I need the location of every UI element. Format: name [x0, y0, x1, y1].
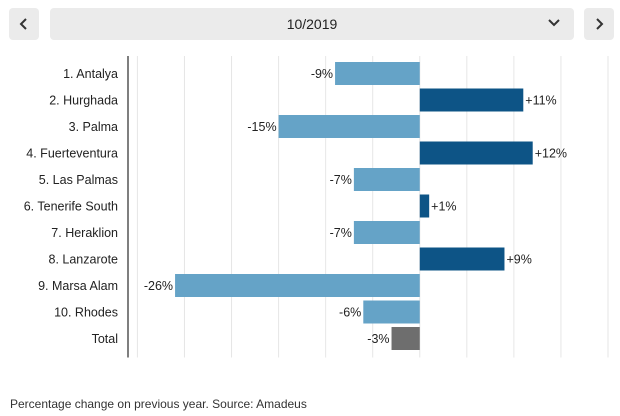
- category-label: 9. Marsa Alam: [38, 279, 118, 293]
- value-label: -15%: [247, 120, 276, 134]
- value-label: -9%: [311, 67, 333, 81]
- value-label: -26%: [144, 279, 173, 293]
- bar: [353, 168, 420, 191]
- value-label: +1%: [431, 200, 456, 214]
- value-label: +9%: [506, 253, 531, 267]
- bar: [175, 274, 420, 297]
- category-label: 7. Heraklion: [51, 226, 118, 240]
- chevron-right-icon: [596, 18, 604, 30]
- value-label: +11%: [525, 94, 556, 108]
- category-label: 10. Rhodes: [54, 306, 118, 320]
- next-period-button[interactable]: [584, 8, 614, 40]
- bar: [419, 194, 430, 218]
- category-label: 8. Lanzarote: [49, 253, 119, 267]
- bar: [278, 115, 420, 138]
- bar: [353, 221, 420, 244]
- bar: [419, 88, 524, 112]
- value-label: +12%: [535, 147, 567, 161]
- category-label: 2. Hurghada: [49, 94, 118, 108]
- bar-chart: 1. Antalya -9% 2. Hurghada +11% 3. Palma -15%…: [24, 56, 609, 358]
- category-label: Total: [92, 332, 118, 346]
- bar: [335, 62, 420, 85]
- category-label: 3. Palma: [69, 120, 118, 134]
- chevron-down-icon: [548, 19, 560, 27]
- bar: [363, 300, 420, 324]
- previous-period-button[interactable]: [9, 8, 39, 40]
- value-label: -7%: [330, 173, 352, 187]
- value-label: -3%: [367, 332, 389, 346]
- chevron-left-icon: [19, 18, 27, 30]
- period-dropdown[interactable]: 10/2019: [50, 8, 574, 40]
- bar: [419, 247, 505, 271]
- value-label: -6%: [339, 306, 361, 320]
- category-label: 1. Antalya: [63, 67, 118, 81]
- chart-footnote: Percentage change on previous year. Sour…: [10, 397, 307, 411]
- total-bar: [391, 327, 420, 350]
- category-label: 6. Tenerife South: [24, 200, 118, 214]
- value-label: -7%: [330, 226, 352, 240]
- category-label: 5. Las Palmas: [39, 173, 118, 187]
- bar: [419, 141, 533, 165]
- category-label: 4. Fuerteventura: [26, 147, 118, 161]
- selected-period-label: 10/2019: [286, 16, 338, 32]
